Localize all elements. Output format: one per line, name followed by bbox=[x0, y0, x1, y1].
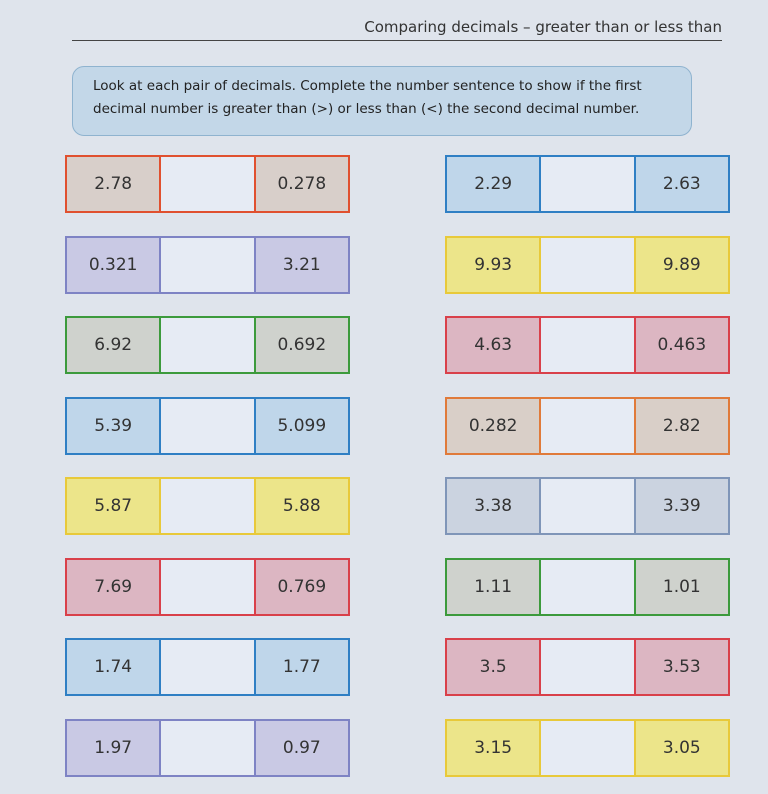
answer-box[interactable] bbox=[539, 559, 636, 614]
first-decimal: 3.38 bbox=[447, 479, 540, 533]
first-decimal: 1.97 bbox=[67, 720, 160, 775]
answer-box[interactable] bbox=[539, 318, 636, 372]
decimal-pair: 0.321 3.21 bbox=[65, 235, 350, 294]
second-decimal: 0.463 bbox=[635, 318, 728, 372]
first-decimal: 1.74 bbox=[67, 640, 160, 694]
answer-box[interactable] bbox=[539, 398, 636, 453]
answer-box[interactable] bbox=[539, 720, 636, 775]
second-decimal: 5.88 bbox=[255, 479, 348, 533]
decimal-pair: 1.97 0.97 bbox=[65, 718, 350, 777]
first-decimal: 0.321 bbox=[67, 237, 160, 292]
first-decimal: 1.11 bbox=[447, 559, 540, 614]
second-decimal: 2.63 bbox=[635, 157, 728, 211]
decimal-pair: 3.38 3.39 bbox=[445, 477, 730, 535]
second-decimal: 0.97 bbox=[255, 720, 348, 775]
decimal-pair: 4.63 0.463 bbox=[445, 316, 730, 374]
second-decimal: 1.01 bbox=[635, 559, 728, 614]
second-decimal: 9.89 bbox=[635, 237, 728, 292]
first-decimal: 0.282 bbox=[447, 398, 540, 453]
answer-box[interactable] bbox=[539, 640, 636, 694]
second-decimal: 0.692 bbox=[255, 318, 348, 372]
decimal-pair: 5.39 5.099 bbox=[65, 396, 350, 455]
answer-box[interactable] bbox=[159, 398, 256, 453]
answer-box[interactable] bbox=[159, 318, 256, 372]
first-decimal: 2.78 bbox=[67, 157, 160, 211]
second-decimal: 3.39 bbox=[635, 479, 728, 533]
second-decimal: 0.278 bbox=[255, 157, 348, 211]
decimal-pair: 3.5 3.53 bbox=[445, 638, 730, 696]
answer-box[interactable] bbox=[159, 640, 256, 694]
answer-box[interactable] bbox=[159, 559, 256, 614]
answer-box[interactable] bbox=[159, 157, 256, 211]
first-decimal: 3.5 bbox=[447, 640, 540, 694]
decimal-pair: 0.282 2.82 bbox=[445, 396, 730, 455]
decimal-pair: 1.74 1.77 bbox=[65, 638, 350, 696]
second-decimal: 3.21 bbox=[255, 237, 348, 292]
decimal-pair: 3.15 3.05 bbox=[445, 718, 730, 777]
answer-box[interactable] bbox=[159, 237, 256, 292]
decimal-pair: 2.29 2.63 bbox=[445, 155, 730, 213]
second-decimal: 3.05 bbox=[635, 720, 728, 775]
first-decimal: 7.69 bbox=[67, 559, 160, 614]
answer-box[interactable] bbox=[539, 157, 636, 211]
answer-box[interactable] bbox=[539, 237, 636, 292]
instructions: Look at each pair of decimals. Complete … bbox=[72, 66, 692, 136]
second-decimal: 2.82 bbox=[635, 398, 728, 453]
worksheet-title: Comparing decimals – greater than or les… bbox=[364, 18, 722, 36]
first-decimal: 5.39 bbox=[67, 398, 160, 453]
decimal-pair: 5.87 5.88 bbox=[65, 477, 350, 535]
answer-box[interactable] bbox=[159, 720, 256, 775]
decimal-pair: 7.69 0.769 bbox=[65, 557, 350, 616]
decimal-pair: 1.11 1.01 bbox=[445, 557, 730, 616]
second-decimal: 0.769 bbox=[255, 559, 348, 614]
first-decimal: 4.63 bbox=[447, 318, 540, 372]
title-rule bbox=[72, 40, 722, 41]
decimal-pair: 9.93 9.89 bbox=[445, 235, 730, 294]
first-decimal: 3.15 bbox=[447, 720, 540, 775]
answer-box[interactable] bbox=[539, 479, 636, 533]
second-decimal: 5.099 bbox=[255, 398, 348, 453]
first-decimal: 6.92 bbox=[67, 318, 160, 372]
decimal-pair: 2.78 0.278 bbox=[65, 155, 350, 213]
answer-box[interactable] bbox=[159, 479, 256, 533]
second-decimal: 3.53 bbox=[635, 640, 728, 694]
second-decimal: 1.77 bbox=[255, 640, 348, 694]
decimal-pair: 6.92 0.692 bbox=[65, 316, 350, 374]
first-decimal: 5.87 bbox=[67, 479, 160, 533]
first-decimal: 9.93 bbox=[447, 237, 540, 292]
first-decimal: 2.29 bbox=[447, 157, 540, 211]
